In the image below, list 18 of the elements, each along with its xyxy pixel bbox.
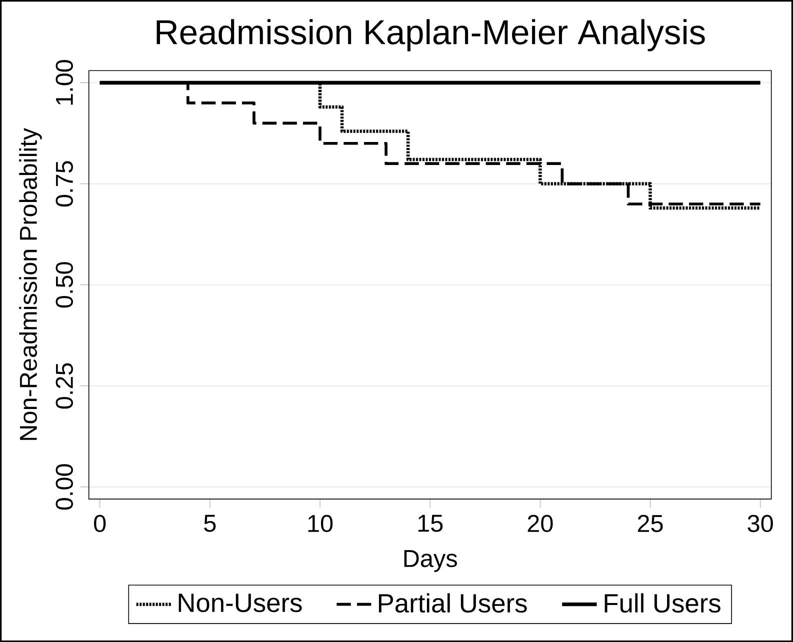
x-tick-label: 10 [308,514,333,532]
chart-title: Readmission Kaplan-Meier Analysis [156,19,705,52]
x-axis-title: Days [404,550,457,572]
legend-label: Partial Users [378,593,527,613]
y-tick-label: 1.00 [56,60,73,105]
y-tick-label: 0.75 [56,161,73,207]
y-tick-label: 0.00 [56,464,73,510]
x-tick-label: 0 [94,514,106,532]
y-tick-label: 0.50 [56,262,73,308]
legend-label: Non-Users [178,594,302,612]
x-tick-label: 5 [204,514,216,532]
x-tick-label: 20 [528,514,553,532]
x-tick-label: 15 [418,514,443,532]
x-tick-label: 25 [638,514,663,532]
x-tick-label: 30 [748,514,773,532]
y-axis-title: Non-Readmission Probability [19,128,42,440]
y-tick-label: 0.25 [56,363,73,409]
legend-label: Full Users [604,593,720,613]
